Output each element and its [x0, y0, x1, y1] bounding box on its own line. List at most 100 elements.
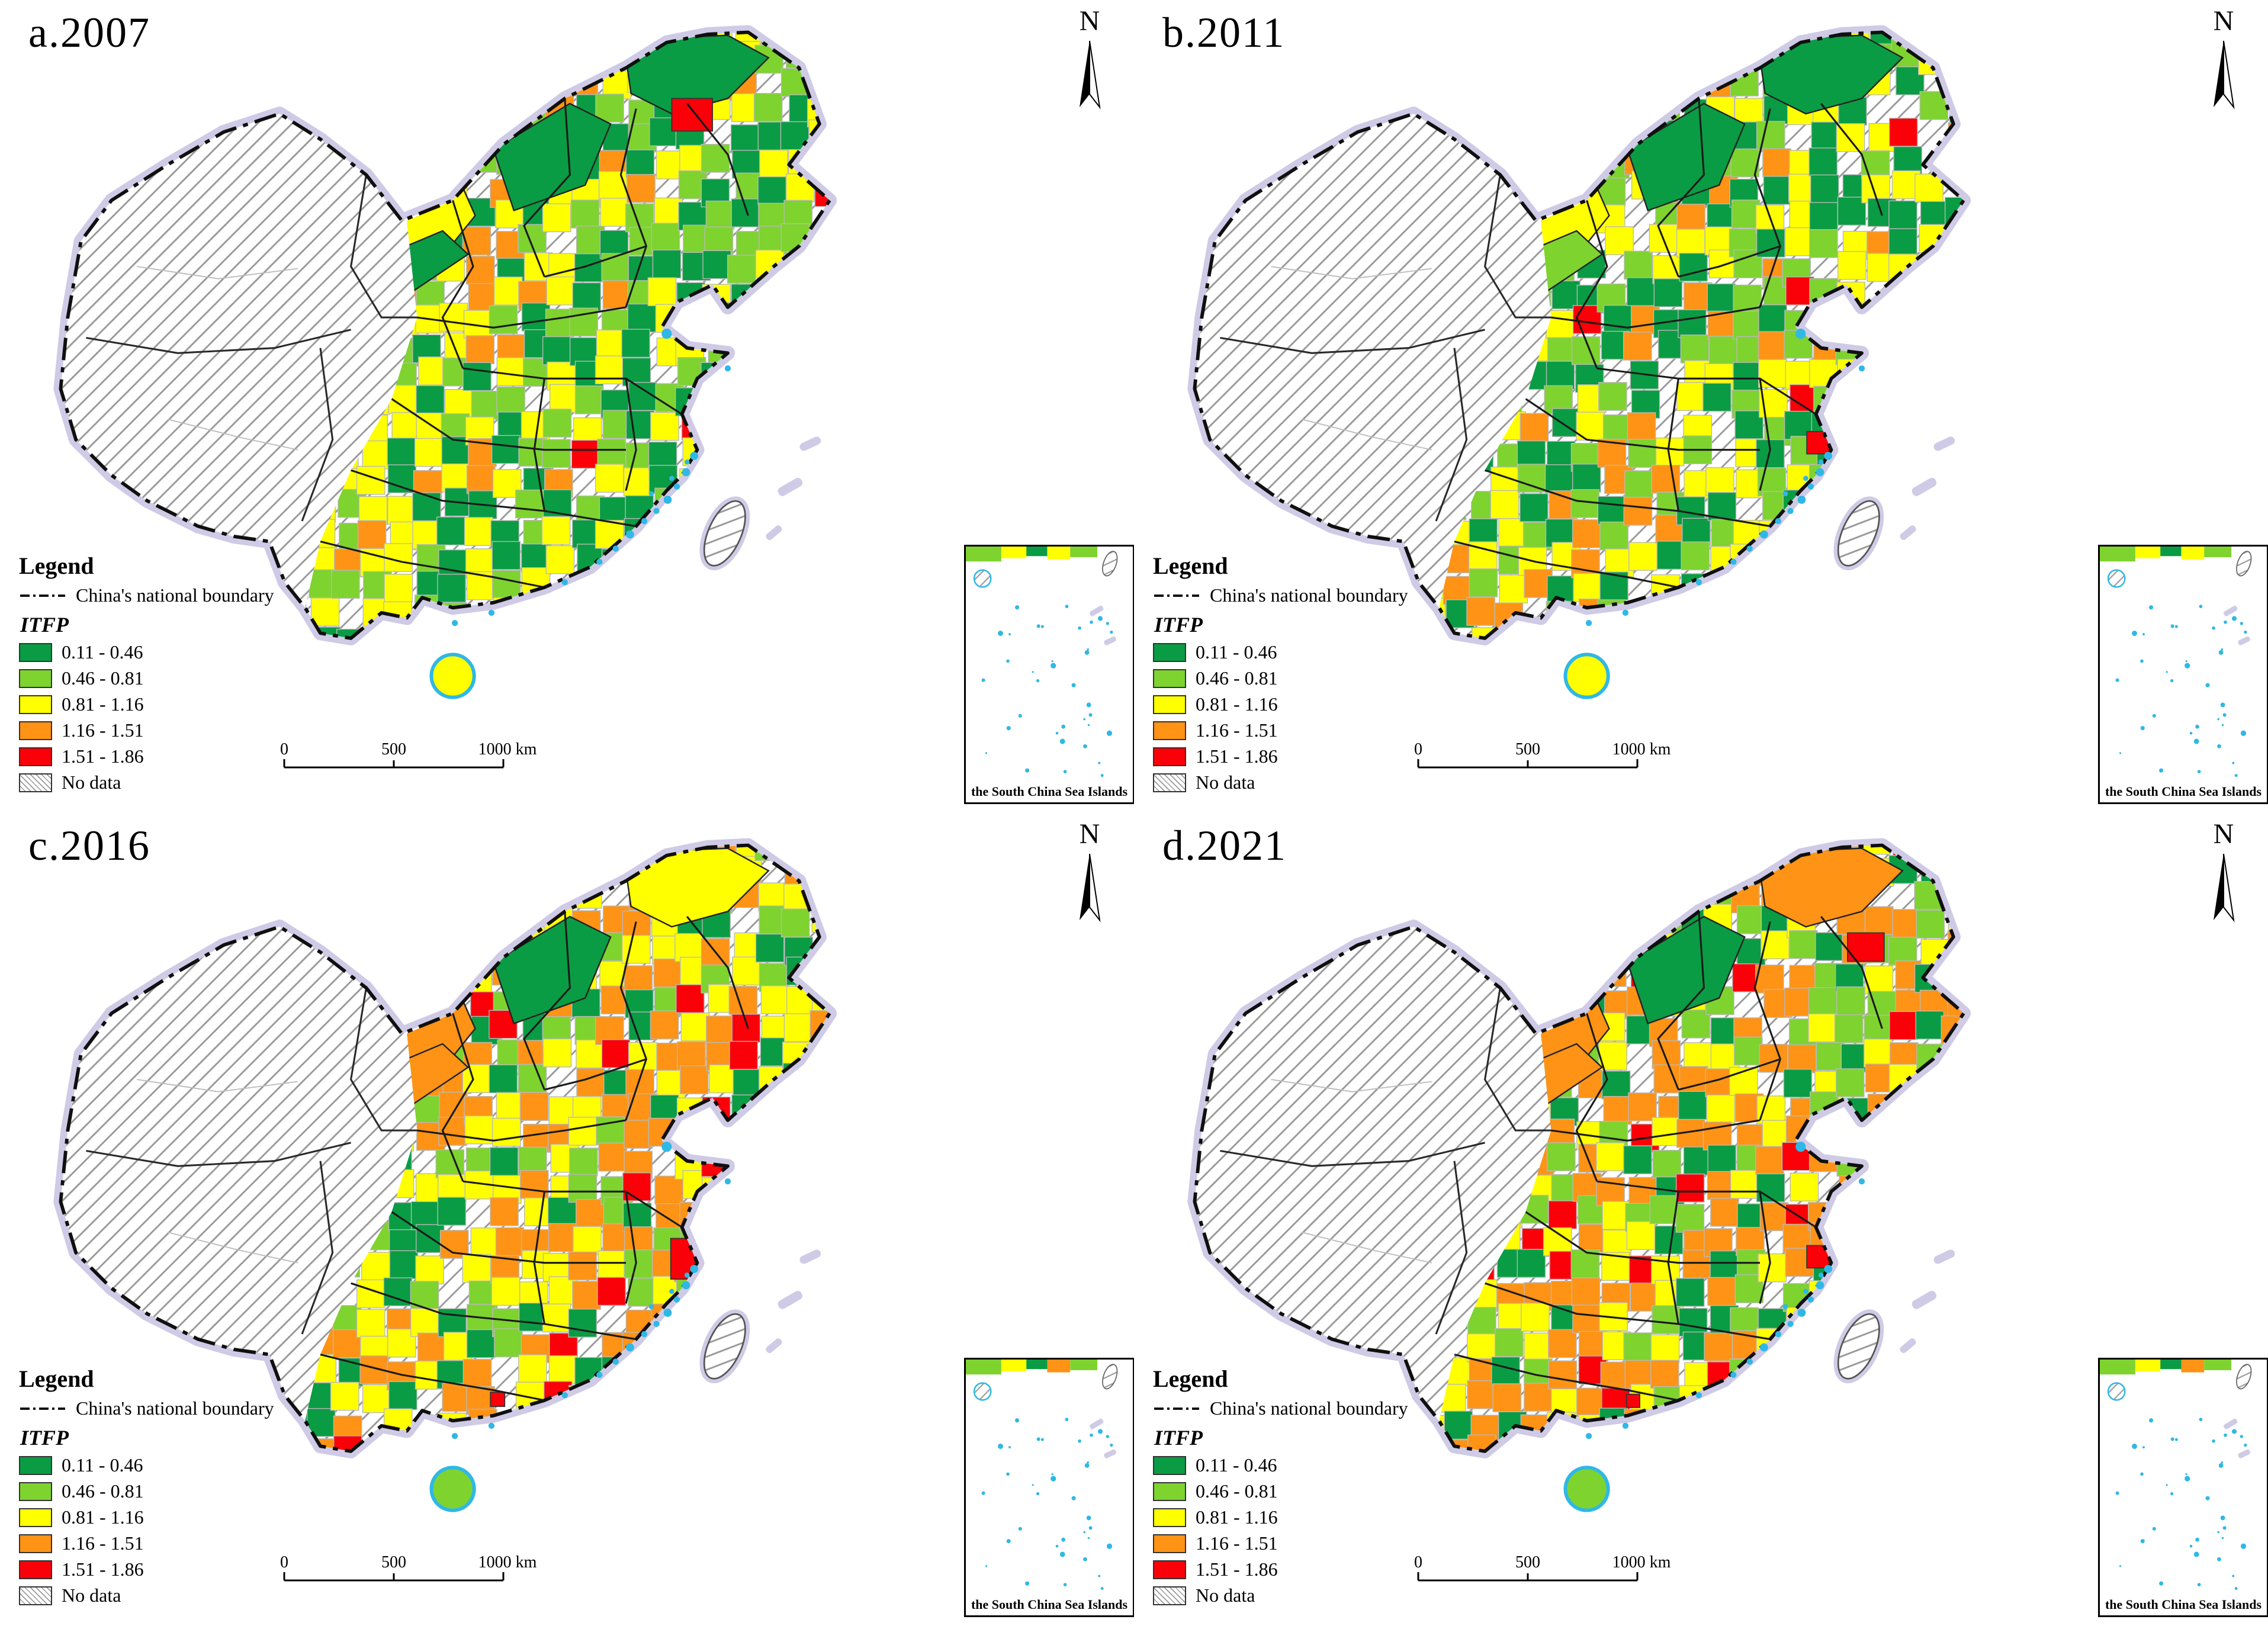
legend-class-row: 0.11 - 0.46 — [1153, 1454, 1473, 1476]
legend-class-swatch — [1153, 1455, 1186, 1475]
scale-bar-graphic: 0 500 1000 km — [280, 740, 537, 769]
western-province-boundaries — [1220, 988, 1551, 1335]
north-label: N — [2213, 5, 2234, 37]
map-canvas — [1149, 825, 2167, 1579]
panel-year-label: d.2021 — [1162, 822, 1287, 869]
hainan-island — [429, 653, 476, 699]
scale-tick-500-label: 500 — [381, 1553, 406, 1572]
national-boundary-line-icon — [20, 1407, 65, 1410]
map-canvas — [15, 12, 1033, 766]
national-boundary — [1193, 30, 1965, 640]
no-data-swatch — [19, 773, 52, 792]
legend-class-label: 0.11 - 0.46 — [1196, 641, 1277, 663]
legend-classes: 0.11 - 0.46 0.46 - 0.81 0.81 - 1.16 1.16 - … — [1153, 1454, 1473, 1580]
south-china-sea-inset: the South China Sea Islands — [964, 1358, 1134, 1617]
legend-class-row: 0.11 - 0.46 — [1153, 641, 1473, 663]
legend-class-label: 0.46 - 0.81 — [62, 667, 144, 689]
inset-label: the South China Sea Islands — [2100, 784, 2267, 799]
legend: Legend China's national boundary ITFP 0.… — [13, 1361, 345, 1614]
inset-map-canvas — [2100, 547, 2267, 802]
legend-class-swatch — [1153, 695, 1186, 714]
legend-nodata-label: No data — [62, 1585, 121, 1606]
western-province-boundaries — [86, 988, 417, 1335]
inset-map — [966, 1360, 1118, 1590]
legend-boundary-row: China's national boundary — [1153, 584, 1473, 606]
legend-class-swatch — [19, 669, 52, 688]
scale-bar: 0 500 1000 km — [275, 1552, 554, 1593]
western-province-boundaries — [1220, 175, 1551, 522]
inset-map — [2100, 1360, 2252, 1590]
scale-tick-500-label: 500 — [1515, 1553, 1540, 1572]
legend-class-label: 0.11 - 0.46 — [1196, 1454, 1277, 1476]
coastal-islands — [451, 1142, 731, 1439]
legend-class-label: 1.51 - 1.86 — [1196, 1558, 1278, 1580]
legend-class-swatch — [1153, 1534, 1186, 1553]
legend-boundary-label: China's national boundary — [76, 584, 274, 606]
legend-class-label: 1.16 - 1.51 — [62, 719, 144, 741]
legend-class-row: 0.11 - 0.46 — [19, 1454, 339, 1476]
legend-boundary-row: China's national boundary — [19, 1397, 339, 1419]
south-china-sea-inset: the South China Sea Islands — [964, 545, 1134, 804]
south-china-sea-inset: the South China Sea Islands — [2098, 1358, 2268, 1617]
map-panel: c.2016 N Legend China's national boundar… — [0, 813, 1134, 1626]
scale-bar-graphic: 0 500 1000 km — [1414, 1553, 1671, 1582]
legend-class-swatch — [19, 1508, 52, 1527]
north-arrow: N — [2199, 820, 2248, 928]
legend-class-row: 1.51 - 1.86 — [19, 745, 339, 767]
scale-bar: 0 500 1000 km — [1409, 739, 1688, 780]
legend: Legend China's national boundary ITFP 0.… — [1147, 548, 1479, 801]
legend-class-swatch — [19, 721, 52, 740]
offshore-islets — [1900, 1249, 1955, 1354]
legend-classes: 0.11 - 0.46 0.46 - 0.81 0.81 - 1.16 1.16 - … — [19, 641, 339, 767]
legend-class-swatch — [1153, 747, 1186, 766]
legend-class-row: 0.46 - 0.81 — [1153, 1480, 1473, 1502]
legend-class-row: 0.81 - 1.16 — [1153, 1506, 1473, 1528]
legend-field-label: ITFP — [1154, 1426, 1203, 1450]
map-panel: a.2007 N Legend China's national boundar… — [0, 0, 1134, 813]
legend-class-row: 0.46 - 0.81 — [19, 667, 339, 689]
legend-class-swatch — [19, 642, 52, 662]
national-boundary — [1193, 843, 1965, 1453]
hainan-island — [1563, 653, 1610, 699]
legend-class-swatch — [1153, 1560, 1186, 1579]
legend-class-swatch — [1153, 1508, 1186, 1527]
north-arrow: N — [2199, 7, 2248, 115]
map-panel: b.2011 N Legend China's national boundar… — [1134, 0, 2268, 813]
legend-class-row: 0.11 - 0.46 — [19, 641, 339, 663]
legend-title: Legend — [19, 552, 94, 579]
legend-class-label: 0.11 - 0.46 — [62, 641, 143, 663]
china-map — [1187, 25, 1971, 699]
scale-tick-1000-label: 1000 km — [478, 740, 537, 759]
inset-label: the South China Sea Islands — [966, 784, 1133, 799]
inset-label: the South China Sea Islands — [966, 1597, 1133, 1612]
legend-class-label: 0.81 - 1.16 — [1196, 1506, 1278, 1528]
no-data-swatch — [19, 1586, 52, 1605]
panel-year-label: b.2011 — [1162, 9, 1286, 56]
legend: Legend China's national boundary ITFP 0.… — [1147, 1361, 1479, 1614]
north-arrow-icon — [2214, 853, 2235, 923]
south-china-sea-inset: the South China Sea Islands — [2098, 545, 2268, 804]
legend-class-label: 1.51 - 1.86 — [62, 1558, 144, 1580]
legend-class-swatch — [19, 747, 52, 766]
legend-field-label: ITFP — [1154, 613, 1203, 637]
legend-class-label: 0.81 - 1.16 — [62, 1506, 144, 1528]
legend-field-label: ITFP — [20, 613, 69, 637]
north-arrow-icon — [2214, 40, 2235, 110]
national-boundary-line-icon — [1154, 594, 1199, 597]
legend-class-row: 1.16 - 1.51 — [1153, 1532, 1473, 1554]
offshore-islets — [766, 436, 821, 541]
scale-tick-0-label: 0 — [1414, 1553, 1422, 1572]
legend-classes: 0.11 - 0.46 0.46 - 0.81 0.81 - 1.16 1.16 - … — [19, 1454, 339, 1580]
legend-class-label: 1.51 - 1.86 — [1196, 745, 1278, 767]
inset-label: the South China Sea Islands — [2100, 1597, 2267, 1612]
map-canvas — [15, 825, 1033, 1579]
legend-nodata-label: No data — [62, 772, 121, 793]
legend-class-row: 0.81 - 1.16 — [1153, 693, 1473, 715]
legend-class-row: 1.51 - 1.86 — [19, 1558, 339, 1580]
legend-nodata-row: No data — [19, 772, 339, 793]
legend-class-row: 0.81 - 1.16 — [19, 1506, 339, 1528]
legend-title: Legend — [1153, 1365, 1228, 1392]
scale-bar-graphic: 0 500 1000 km — [1414, 740, 1671, 769]
legend-class-swatch — [19, 1534, 52, 1553]
offshore-islets — [1900, 436, 1955, 541]
